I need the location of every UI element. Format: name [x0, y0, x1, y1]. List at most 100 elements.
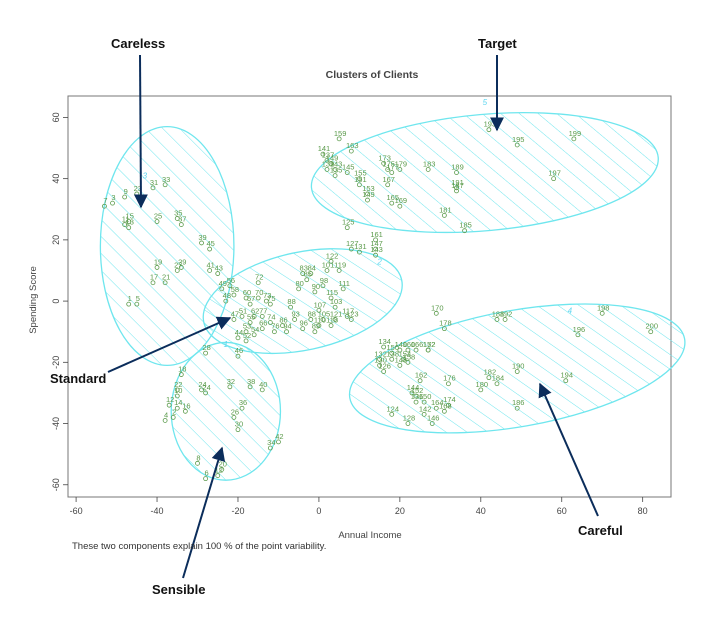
callout-target: Target: [478, 36, 517, 51]
point-47: [441, 212, 447, 218]
point-label-142: 172: [423, 340, 436, 349]
point-label-36: 173: [378, 153, 391, 162]
point-23: [336, 136, 342, 142]
point-134: [502, 317, 508, 322]
point-label-4: 31: [150, 178, 158, 187]
y-axis-label: Spending Score: [28, 266, 39, 334]
point-label-123: 26: [231, 407, 239, 416]
point-label-87: 74: [267, 313, 275, 322]
point-13: [207, 246, 213, 252]
point-label-107: 46: [235, 346, 243, 355]
point-label-92: 121: [330, 309, 343, 318]
point-99: [300, 326, 306, 332]
point-96: [259, 326, 265, 332]
point-145: [401, 356, 407, 362]
point-157: [478, 387, 484, 393]
point-124: [235, 427, 241, 433]
point-112: [203, 390, 208, 396]
careful-arrow: [538, 382, 599, 517]
point-159: [409, 390, 415, 396]
point-55: [373, 246, 378, 252]
point-label-112: 24: [202, 383, 210, 392]
point-65: [227, 283, 233, 289]
point-label-120: 2: [172, 407, 176, 416]
point-61: [308, 271, 314, 276]
y-tick-label-2: -20: [51, 356, 61, 369]
point-label-109: 18: [178, 365, 186, 374]
point-87: [267, 320, 273, 325]
point-127: [195, 460, 200, 466]
point-149: [397, 362, 403, 368]
point-164: [446, 402, 451, 408]
point-label-157: 180: [476, 380, 489, 389]
cluster-ellipse-4: [348, 303, 686, 434]
point-143: [389, 356, 395, 362]
point-81: [304, 277, 310, 283]
point-label-97: 76: [271, 322, 279, 331]
point-label-65: 56: [227, 276, 235, 285]
point-66: [219, 286, 225, 292]
point-label-136: 200: [646, 322, 659, 331]
point-53: [344, 225, 350, 231]
point-151: [425, 347, 431, 353]
point-37: [385, 167, 391, 172]
point-label-35: 149: [362, 190, 375, 199]
point-label-37: 175: [382, 159, 395, 168]
point-label-15: 29: [178, 257, 186, 266]
point-label-45: 165: [387, 193, 400, 202]
callout-sensible: Sensible: [152, 582, 206, 597]
point-label-55: 147: [370, 239, 383, 248]
point-169: [405, 421, 411, 426]
point-5: [162, 182, 168, 188]
point-162: [421, 399, 427, 405]
point-110: [174, 387, 180, 393]
callout-standard: Standard: [50, 371, 107, 386]
point-32: [356, 176, 362, 182]
point-label-42: 167: [382, 175, 395, 184]
point-label-85: 62: [251, 306, 259, 315]
cluster-ellipse-3: [99, 125, 235, 367]
point-25: [320, 151, 326, 157]
point-label-103: 53: [243, 322, 251, 331]
point-label-95: 55: [247, 313, 255, 322]
cluster-ellipse-1: [170, 341, 282, 481]
point-label-159: 144: [407, 383, 420, 392]
point-label-19: 17: [150, 273, 158, 282]
point-27: [328, 160, 334, 166]
point-57: [356, 249, 362, 255]
point-label-130: 6: [205, 469, 209, 478]
point-label-90: 88: [308, 309, 316, 318]
point-label-3: 23: [134, 184, 142, 193]
point-label-145: 154: [399, 349, 412, 358]
point-label-38: 179: [395, 159, 408, 168]
point-label-58: 143: [370, 245, 383, 254]
point-label-81: 85: [304, 270, 312, 279]
point-118: [174, 405, 180, 411]
point-label-111: 24: [198, 380, 206, 389]
x-tick-label-7: 80: [638, 506, 648, 516]
point-1: [102, 203, 107, 209]
point-90: [308, 317, 314, 322]
point-105: [235, 335, 241, 341]
point-label-129: 12: [215, 466, 223, 475]
point-label-169: 128: [403, 414, 416, 423]
point-115: [259, 387, 265, 393]
point-label-39: 183: [423, 159, 436, 168]
point-label-106: 52: [243, 331, 251, 340]
point-40: [454, 170, 459, 175]
point-label-9: 25: [154, 212, 162, 221]
point-label-153: 176: [443, 374, 456, 383]
point-91: [320, 317, 326, 322]
point-label-56: 127: [346, 239, 359, 248]
callout-careless: Careless: [111, 36, 166, 51]
point-108: [203, 350, 208, 356]
point-102: [312, 329, 318, 335]
point-18: [215, 271, 221, 276]
point-label-164: 174: [443, 395, 456, 404]
point-160: [413, 393, 419, 399]
cluster-label-1: 1: [224, 340, 228, 349]
point-label-60: 83: [300, 264, 308, 273]
point-label-13: 45: [206, 239, 214, 248]
